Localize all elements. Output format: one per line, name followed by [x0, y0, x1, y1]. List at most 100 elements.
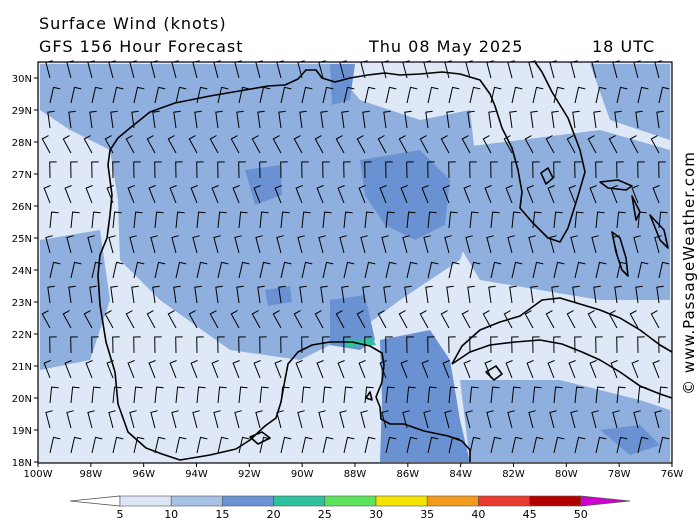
- wind-barb: [91, 86, 103, 104]
- wind-barb: [259, 436, 271, 454]
- wind-barb: [486, 410, 494, 429]
- wind-core-southeast: [600, 425, 660, 455]
- wind-barb: [570, 235, 578, 254]
- wind-barb: [169, 360, 177, 379]
- wind-barb: [127, 185, 135, 204]
- wind-barb: [85, 360, 93, 379]
- wind-barb: [545, 135, 555, 154]
- wind-barb: [364, 261, 376, 279]
- wind-barb: [175, 211, 185, 229]
- wind-barb: [524, 135, 534, 154]
- wind-barb: [154, 211, 164, 229]
- wind-barb: [173, 110, 181, 129]
- wind-barb: [339, 410, 347, 429]
- lon-label: 94W: [185, 469, 208, 480]
- lon-label: 92W: [238, 469, 261, 480]
- wind-barb: [595, 261, 607, 279]
- wind-barb: [658, 336, 666, 354]
- wind-barb: [47, 110, 55, 129]
- wind-barb: [633, 235, 641, 254]
- wind-barb: [574, 436, 586, 454]
- wind-barb: [379, 360, 387, 379]
- lon-label: 100W: [24, 469, 53, 480]
- wind-barb: [490, 86, 502, 104]
- wind-barb: [385, 211, 395, 229]
- wind-barb: [322, 336, 330, 354]
- lon-label: 96W: [132, 469, 155, 480]
- wind-barb: [43, 185, 51, 204]
- wind-barb: [406, 211, 416, 229]
- wind-barb: [343, 161, 351, 179]
- wind-barb: [129, 410, 137, 429]
- wind-barb: [154, 86, 166, 104]
- wind-barb: [595, 161, 603, 179]
- wind-barb: [637, 261, 649, 279]
- wind-barb: [427, 436, 439, 454]
- wind-barb: [505, 185, 513, 204]
- wind-barb: [196, 86, 208, 104]
- wind-barb: [469, 211, 479, 229]
- wind-barb: [259, 386, 269, 404]
- wind-barb: [629, 310, 639, 329]
- wind-barb: [133, 161, 141, 179]
- wind-barb: [238, 436, 250, 454]
- wind-barb: [276, 410, 284, 429]
- wind-barb: [215, 110, 223, 129]
- wind-barb: [318, 410, 326, 429]
- wind-barb: [253, 185, 261, 204]
- wind-barb: [385, 336, 393, 354]
- wind-barb: [209, 135, 219, 154]
- wind-barb: [574, 86, 586, 104]
- lat-label: 26N: [12, 202, 32, 213]
- wind-barb: [196, 436, 208, 454]
- wind-barb: [49, 336, 57, 354]
- wind-core-yucatan: [330, 295, 375, 350]
- wind-barb: [490, 436, 502, 454]
- wind-barb: [196, 211, 206, 229]
- wind-barb: [154, 336, 162, 354]
- valid-time: 18 UTC: [592, 37, 656, 56]
- wind-barb: [419, 310, 429, 329]
- wind-barb: [490, 161, 498, 179]
- legend-swatch: [119, 495, 172, 507]
- wind-barb: [379, 185, 387, 204]
- cuba-north-coast: [451, 297, 673, 365]
- wind-barb: [486, 235, 494, 254]
- wind-barb: [656, 285, 664, 304]
- legend-tick-label: 25: [318, 508, 332, 521]
- wind-barb: [316, 360, 324, 379]
- wind-barb: [49, 386, 59, 404]
- wind-barb: [108, 410, 116, 429]
- wind-barb: [652, 185, 660, 204]
- wind-barb: [503, 135, 513, 154]
- wind-barb: [62, 310, 72, 329]
- wind-barb: [574, 336, 582, 354]
- wind-barb: [70, 161, 78, 179]
- wind-barb: [377, 310, 387, 329]
- wind-barb: [406, 386, 416, 404]
- wind-barb: [89, 285, 97, 304]
- legend-swatch: [375, 495, 428, 507]
- wind-barb: [448, 261, 460, 279]
- wind-barb: [511, 436, 523, 454]
- wind-core-small: [265, 286, 292, 306]
- wind-barb: [133, 211, 143, 229]
- wind-barb: [274, 185, 282, 204]
- wind-barb: [154, 436, 166, 454]
- wind-barb: [593, 285, 601, 304]
- wind-barb: [427, 86, 439, 104]
- lat-label: 21N: [12, 362, 32, 373]
- wind-barb: [398, 135, 408, 154]
- wind-barb: [234, 235, 242, 254]
- wind-barb: [528, 410, 536, 429]
- wind-barb: [637, 336, 645, 354]
- wind-barb: [91, 211, 101, 229]
- wind-barb: [469, 436, 481, 454]
- lat-label: 20N: [12, 394, 32, 405]
- wind-barb: [427, 386, 437, 404]
- cozumel: [365, 391, 373, 401]
- wind-barb: [608, 135, 618, 154]
- wind-barb: [532, 386, 542, 404]
- wind-barb: [343, 211, 353, 229]
- wind-barb: [595, 336, 603, 354]
